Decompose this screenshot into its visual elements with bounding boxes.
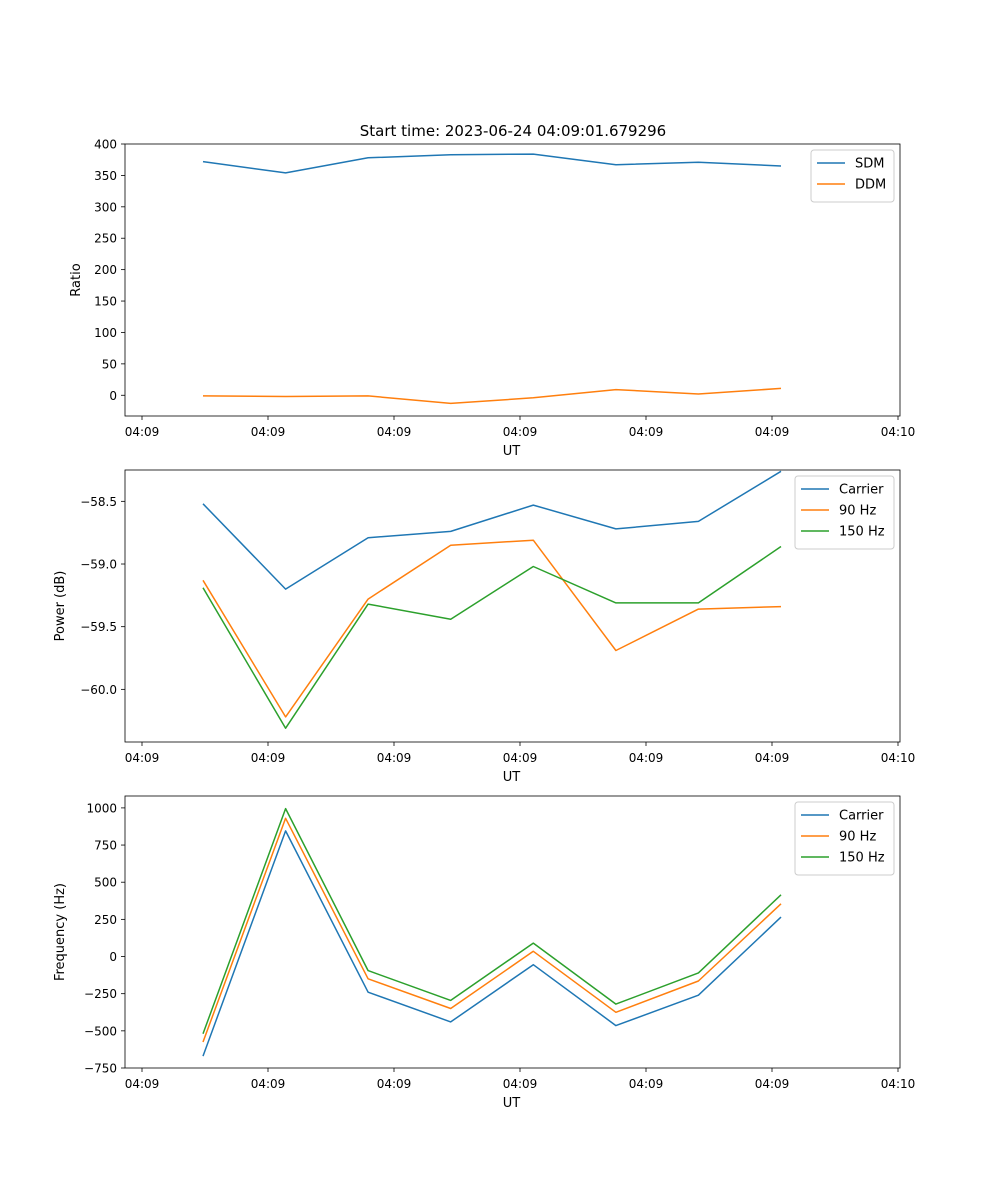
x-tick-label: 04:09	[125, 425, 160, 439]
series-line-150-hz	[202, 545, 782, 729]
y-tick-label: −59.5	[80, 620, 117, 634]
x-tick-label: 04:09	[125, 751, 160, 765]
x-tick-label: 04:09	[629, 751, 664, 765]
x-tick-label: 04:10	[881, 751, 916, 765]
y-tick-label: −500	[84, 1024, 117, 1038]
x-tick-label: 04:09	[755, 751, 790, 765]
y-tick-label: 500	[94, 876, 117, 890]
series-line-carrier	[202, 830, 782, 1057]
x-tick-label: 04:09	[629, 1077, 664, 1091]
y-tick-label: 100	[94, 326, 117, 340]
x-tick-label: 04:09	[377, 1077, 412, 1091]
y-tick-label: −60.0	[80, 683, 117, 697]
x-tick-label: 04:09	[251, 751, 286, 765]
y-axis-label: Power (dB)	[53, 571, 68, 642]
series-line-carrier	[202, 470, 782, 590]
x-tick-label: 04:09	[629, 425, 664, 439]
x-tick-label: 04:09	[755, 1077, 790, 1091]
y-axis-label: Ratio	[69, 263, 84, 296]
y-tick-label: 50	[102, 357, 117, 371]
x-tick-label: 04:09	[503, 1077, 538, 1091]
series-line-150-hz	[202, 807, 782, 1035]
axes-frame	[124, 795, 901, 1069]
x-tick-label: 04:09	[503, 751, 538, 765]
axes-frame	[124, 469, 901, 743]
axes-frame	[124, 143, 901, 417]
series-group	[202, 470, 782, 729]
legend-label-carrier: Carrier	[839, 483, 884, 498]
series-group	[202, 807, 782, 1057]
legend-label-150-hz: 150 Hz	[839, 525, 885, 540]
series-group	[202, 153, 782, 405]
x-tick-label: 04:09	[377, 751, 412, 765]
x-tick-label: 04:09	[251, 1077, 286, 1091]
legend-label-carrier: Carrier	[839, 809, 884, 824]
series-line-90-hz	[202, 817, 782, 1043]
x-tick-label: 04:09	[251, 425, 286, 439]
subplot-3: 04:09 04:09 04:09 04:09 04:09 04:09 04:10 −750 −…	[53, 795, 916, 1111]
legend-label-90-hz: 90 Hz	[839, 830, 876, 845]
x-tick-label: 04:09	[755, 425, 790, 439]
y-tick-label: 200	[94, 263, 117, 277]
y-tick-label: 0	[109, 950, 117, 964]
y-tick-label: 750	[94, 839, 117, 853]
x-tick-label: 04:09	[503, 425, 538, 439]
legend-label-150-hz: 150 Hz	[839, 851, 885, 866]
y-tick-label: 350	[94, 169, 117, 183]
subplot-2: 04:09 04:09 04:09 04:09 04:09 04:09 04:10 −60.0…	[53, 469, 916, 785]
x-axis-label: UT	[503, 444, 521, 459]
y-axis-label: Frequency (Hz)	[53, 883, 68, 981]
y-tick-label: 250	[94, 913, 117, 927]
legend: Carrier 90 Hz 150 Hz	[794, 801, 895, 876]
x-axis-label: UT	[503, 1096, 521, 1111]
legend-label-90-hz: 90 Hz	[839, 504, 876, 519]
y-tick-label: 250	[94, 232, 117, 246]
y-tick-label: −750	[84, 1062, 117, 1076]
y-tick-label: 300	[94, 200, 117, 214]
y-tick-label: −59.0	[80, 558, 117, 572]
subplots: 04:09 04:09 04:09 04:09 04:09 04:09 04:10 0 50 10…	[53, 138, 915, 1112]
legend-label-ddm: DDM	[855, 178, 886, 193]
y-tick-label: 400	[94, 138, 117, 152]
y-tick-label: 1000	[86, 801, 117, 815]
legend: SDM DDM	[810, 149, 895, 203]
x-tick-label: 04:10	[881, 1077, 916, 1091]
x-axis-label: UT	[503, 770, 521, 785]
y-tick-label: 0	[109, 389, 117, 403]
series-line-sdm	[202, 153, 782, 174]
series-line-ddm	[202, 387, 782, 405]
x-tick-label: 04:10	[881, 425, 916, 439]
legend-label-sdm: SDM	[855, 157, 884, 172]
y-tick-label: 150	[94, 295, 117, 309]
figure-title: Start time: 2023-06-24 04:09:01.679296	[360, 122, 666, 140]
y-tick-label: −58.5	[80, 495, 117, 509]
series-line-90-hz	[202, 539, 782, 718]
subplot-1: 04:09 04:09 04:09 04:09 04:09 04:09 04:10 0 50 10…	[69, 138, 915, 460]
legend: Carrier 90 Hz 150 Hz	[794, 475, 895, 550]
x-tick-label: 04:09	[125, 1077, 160, 1091]
y-tick-label: −250	[84, 987, 117, 1001]
x-tick-label: 04:09	[377, 425, 412, 439]
